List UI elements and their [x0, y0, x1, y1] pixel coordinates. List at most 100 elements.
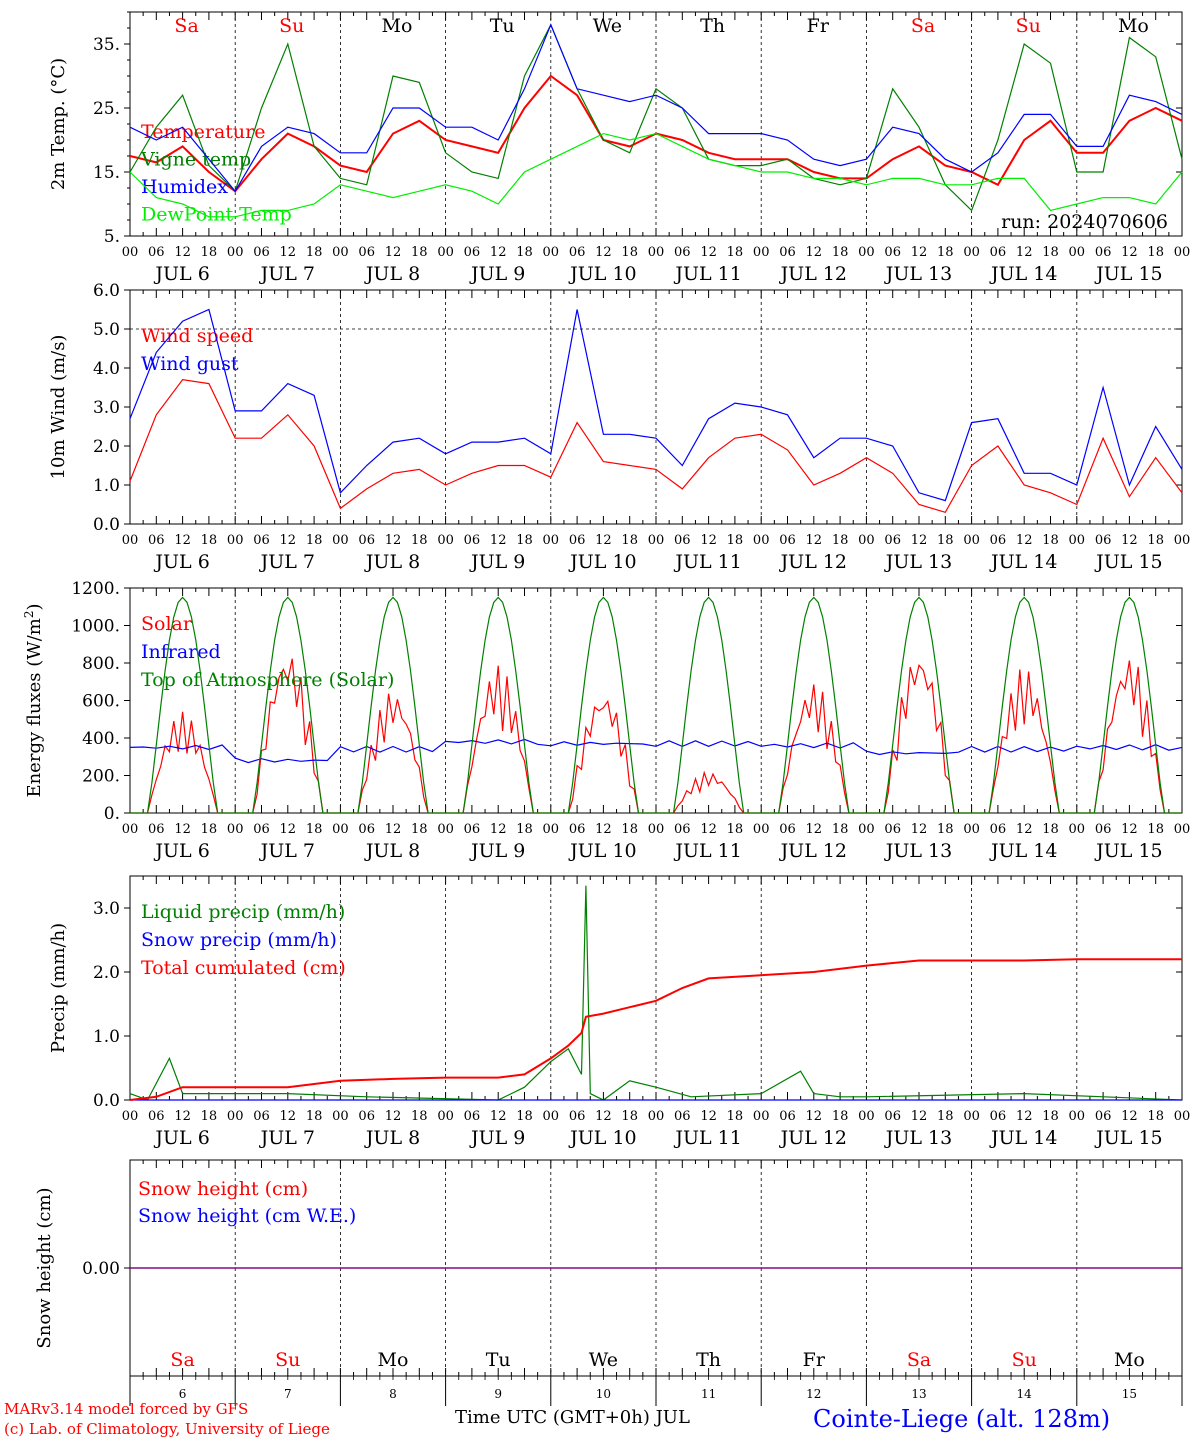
y-tick-label: 3.0 [93, 398, 120, 418]
hour-label: 18 [411, 245, 428, 260]
y-tick-label: 2.0 [93, 437, 120, 457]
weekday-label: We [593, 15, 622, 37]
hour-label: 18 [937, 245, 954, 260]
date-label: JUL 9 [469, 551, 525, 573]
day-number-label: 8 [389, 1387, 397, 1401]
bottom-axis: 6 7 8 9 10 11 12 13 14 15 [129, 1376, 1183, 1406]
y-tick-label: 1.0 [93, 1027, 120, 1047]
legend-entry: Solar [141, 613, 193, 635]
hour-label: 12 [174, 822, 191, 837]
date-label: JUL 15 [1094, 840, 1162, 862]
hour-label: 12 [911, 533, 928, 548]
date-label: JUL 9 [469, 1127, 525, 1149]
model-credit-line1: MARv3.14 model forced by GFS [4, 1400, 248, 1418]
date-label: JUL 11 [673, 551, 741, 573]
weekday-label: Mo [382, 15, 413, 37]
hour-label: 18 [1042, 245, 1059, 260]
y-tick-label: 2.0 [93, 963, 120, 983]
hour-label: 00 [963, 245, 980, 260]
hour-label: 18 [937, 1109, 954, 1124]
date-label: JUL 7 [259, 263, 315, 285]
hour-label: 06 [253, 822, 270, 837]
hour-label: 12 [806, 1109, 823, 1124]
weekday-label: Mo [378, 1349, 409, 1371]
hour-label: 06 [779, 533, 796, 548]
date-label: JUL 10 [568, 551, 636, 573]
hour-label: 18 [1147, 245, 1164, 260]
date-label: JUL 15 [1094, 1127, 1162, 1149]
hour-label: 18 [727, 1109, 744, 1124]
y-tick-label: 0.00 [82, 1259, 120, 1279]
hour-label: 12 [1121, 533, 1138, 548]
hour-label: 12 [490, 245, 507, 260]
day-number-label: 14 [1017, 1387, 1033, 1401]
hour-label: 06 [148, 822, 165, 837]
hour-label: 18 [306, 1109, 323, 1124]
date-label: JUL 12 [779, 1127, 847, 1149]
series-line-wind-gust [129, 308, 1183, 502]
hour-label: 00 [858, 822, 875, 837]
hour-label: 12 [700, 822, 717, 837]
hour-label: 12 [490, 533, 507, 548]
date-label: JUL 11 [673, 263, 741, 285]
hour-label: 00 [227, 533, 244, 548]
hour-label: 18 [201, 533, 218, 548]
date-label: JUL 14 [989, 1127, 1057, 1149]
series-line-liquid-precip-mm-h [129, 885, 1183, 1101]
hour-label: 12 [1016, 1109, 1033, 1124]
hour-label: 12 [911, 822, 928, 837]
hour-label: 06 [569, 245, 586, 260]
hour-label: 06 [253, 245, 270, 260]
hour-label: 00 [122, 1109, 139, 1124]
legend-entry: DewPoint Temp [141, 204, 292, 226]
hour-label: 12 [280, 533, 297, 548]
model-credit-line2: (c) Lab. of Climatology, University of L… [4, 1420, 330, 1438]
y-tick-label: 5.0 [93, 320, 120, 340]
hour-label: 06 [1095, 245, 1112, 260]
hour-label: 18 [832, 245, 849, 260]
y-axis-label: Precip (mm/h) [48, 923, 69, 1053]
legend-entry: Total cumulated (cm) [141, 957, 346, 979]
hour-label: 18 [937, 533, 954, 548]
hour-label: 12 [385, 533, 402, 548]
hour-label: 12 [595, 1109, 612, 1124]
date-label: JUL 6 [153, 840, 209, 862]
hour-label: 00 [858, 1109, 875, 1124]
legend-entry: Wind gust [141, 353, 239, 375]
weekday-label: We [589, 1349, 618, 1371]
date-label: JUL 15 [1094, 263, 1162, 285]
weekday-label: Th [700, 15, 725, 37]
hour-label: 00 [332, 533, 349, 548]
hour-label: 06 [148, 1109, 165, 1124]
hour-label: 06 [358, 1109, 375, 1124]
hour-label: 18 [727, 245, 744, 260]
hour-label: 00 [1174, 1109, 1191, 1124]
hour-label: 06 [358, 822, 375, 837]
hour-label: 00 [437, 245, 454, 260]
y-axis-label: Snow height (cm) [34, 1187, 55, 1348]
hour-label: 00 [753, 533, 770, 548]
weekday-label: Sa [170, 1349, 194, 1371]
legend-entry: Snow height (cm W.E.) [138, 1205, 356, 1227]
hour-label: 00 [437, 533, 454, 548]
legend-entry: Vigne temp [140, 149, 251, 171]
hour-label: 18 [516, 1109, 533, 1124]
hour-label: 18 [516, 245, 533, 260]
y-tick-label: 400. [82, 729, 120, 749]
hour-label: 12 [911, 245, 928, 260]
hour-label: 18 [201, 822, 218, 837]
hour-label: 18 [937, 822, 954, 837]
hour-label: 06 [674, 1109, 691, 1124]
hour-label: 18 [411, 533, 428, 548]
hour-label: 00 [122, 822, 139, 837]
hour-label: 00 [437, 1109, 454, 1124]
hour-label: 12 [806, 245, 823, 260]
date-label: JUL 8 [364, 1127, 420, 1149]
hour-label: 12 [1016, 533, 1033, 548]
hour-label: 18 [516, 533, 533, 548]
hour-label: 18 [621, 1109, 638, 1124]
hour-label: 06 [1095, 533, 1112, 548]
hour-label: 06 [990, 533, 1007, 548]
date-label: JUL 7 [259, 1127, 315, 1149]
legend-entry: Infrared [141, 641, 221, 663]
